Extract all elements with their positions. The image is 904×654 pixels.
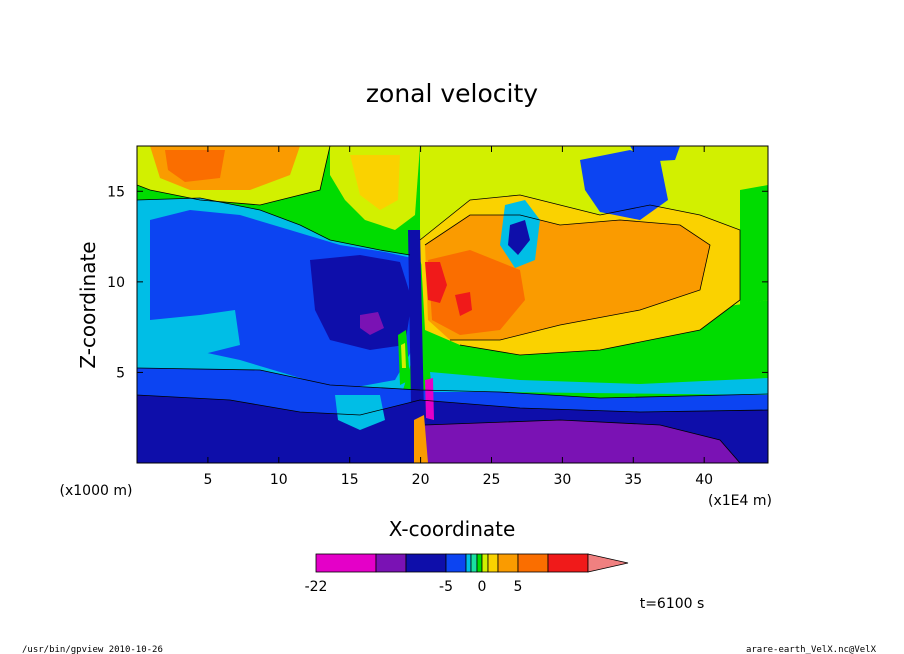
x-tick-label: 25 — [483, 472, 501, 488]
x-tick-label: 20 — [412, 472, 430, 488]
field-region-upper-left-core — [165, 150, 225, 182]
x-axis: 5 10 15 20 25 30 35 40 — [203, 146, 713, 488]
y-axis: 5 10 15 — [107, 184, 768, 381]
colorbar-swatch — [487, 553, 499, 573]
field-region-upstream-lightblue-lobe — [150, 310, 240, 355]
field-region-low-cyan-patch — [335, 395, 385, 430]
colorbar-tick-label: -5 — [439, 579, 453, 595]
field-region-downstream-red-blob — [455, 292, 472, 316]
colorbar: -22 -5 0 5 — [305, 553, 629, 595]
colorbar-swatch — [517, 553, 549, 573]
field-region-surface-purple — [425, 420, 740, 463]
contour-lines — [137, 146, 768, 463]
field-region-downstream-cyan-band — [430, 372, 768, 395]
time-annotation: t=6100 s — [640, 596, 705, 612]
y-tick-label: 10 — [107, 275, 125, 291]
colorbar-swatch — [375, 553, 407, 573]
colorbar-swatch — [405, 553, 447, 573]
x-tick-label: 5 — [203, 472, 212, 488]
field-region-mid-orange — [350, 155, 400, 210]
field-region-upper-right-blue-eye — [508, 220, 530, 255]
field-region-downstream-darkorange — [428, 250, 525, 335]
footer-right: arare-earth_VelX.nc@VelX — [746, 645, 877, 654]
y-axis-title: Z-coordinate — [76, 241, 100, 368]
field-region-mountain-dark-column — [408, 230, 425, 463]
colorbar-swatch — [476, 553, 483, 573]
y-tick-label: 5 — [116, 365, 125, 381]
chart-title: zonal velocity — [366, 79, 538, 108]
colorbar-swatch — [315, 553, 377, 573]
footer-left: /usr/bin/gpview 2010-10-26 — [22, 645, 163, 654]
colorbar-swatch — [547, 553, 589, 573]
x-tick-label: 30 — [553, 472, 571, 488]
colorbar-extend-arrow — [587, 553, 629, 573]
field-region-upper-right-blue-cell — [580, 150, 668, 220]
colorbar-tick-label: 0 — [478, 579, 487, 595]
colorbar-tick-label: -22 — [305, 579, 328, 595]
x-tick-label: 35 — [624, 472, 642, 488]
colorbar-swatch — [470, 553, 478, 573]
x-tick-label: 15 — [341, 472, 359, 488]
field-region-mountain-orange-streak — [414, 415, 428, 463]
x-axis-unit: (x1E4 m) — [708, 493, 772, 509]
plot-area — [137, 146, 768, 463]
y-axis-unit: (x1000 m) — [60, 483, 133, 499]
colorbar-swatch — [465, 553, 472, 573]
field-region-mountain-yellow-streak — [401, 343, 406, 368]
colorbar-swatch — [445, 553, 467, 573]
y-tick-label: 15 — [107, 184, 125, 200]
plot-frame — [136, 145, 769, 464]
x-axis-title: X-coordinate — [389, 517, 516, 541]
field-region-mountain-pink-streak — [425, 378, 434, 420]
colorbar-swatch — [497, 553, 519, 573]
field-region-downstream-red-core — [425, 262, 447, 303]
colorbar-swatch — [481, 553, 489, 573]
field-region-upstream-purple-blob — [360, 312, 384, 335]
x-tick-label: 40 — [695, 472, 713, 488]
x-tick-label: 10 — [270, 472, 288, 488]
field-region-upstream-darkblue — [310, 255, 412, 350]
field-region-upper-right-green-patch — [740, 185, 768, 305]
colorbar-tick-label: 5 — [514, 579, 523, 595]
field-region-top-right-blue — [630, 146, 680, 162]
